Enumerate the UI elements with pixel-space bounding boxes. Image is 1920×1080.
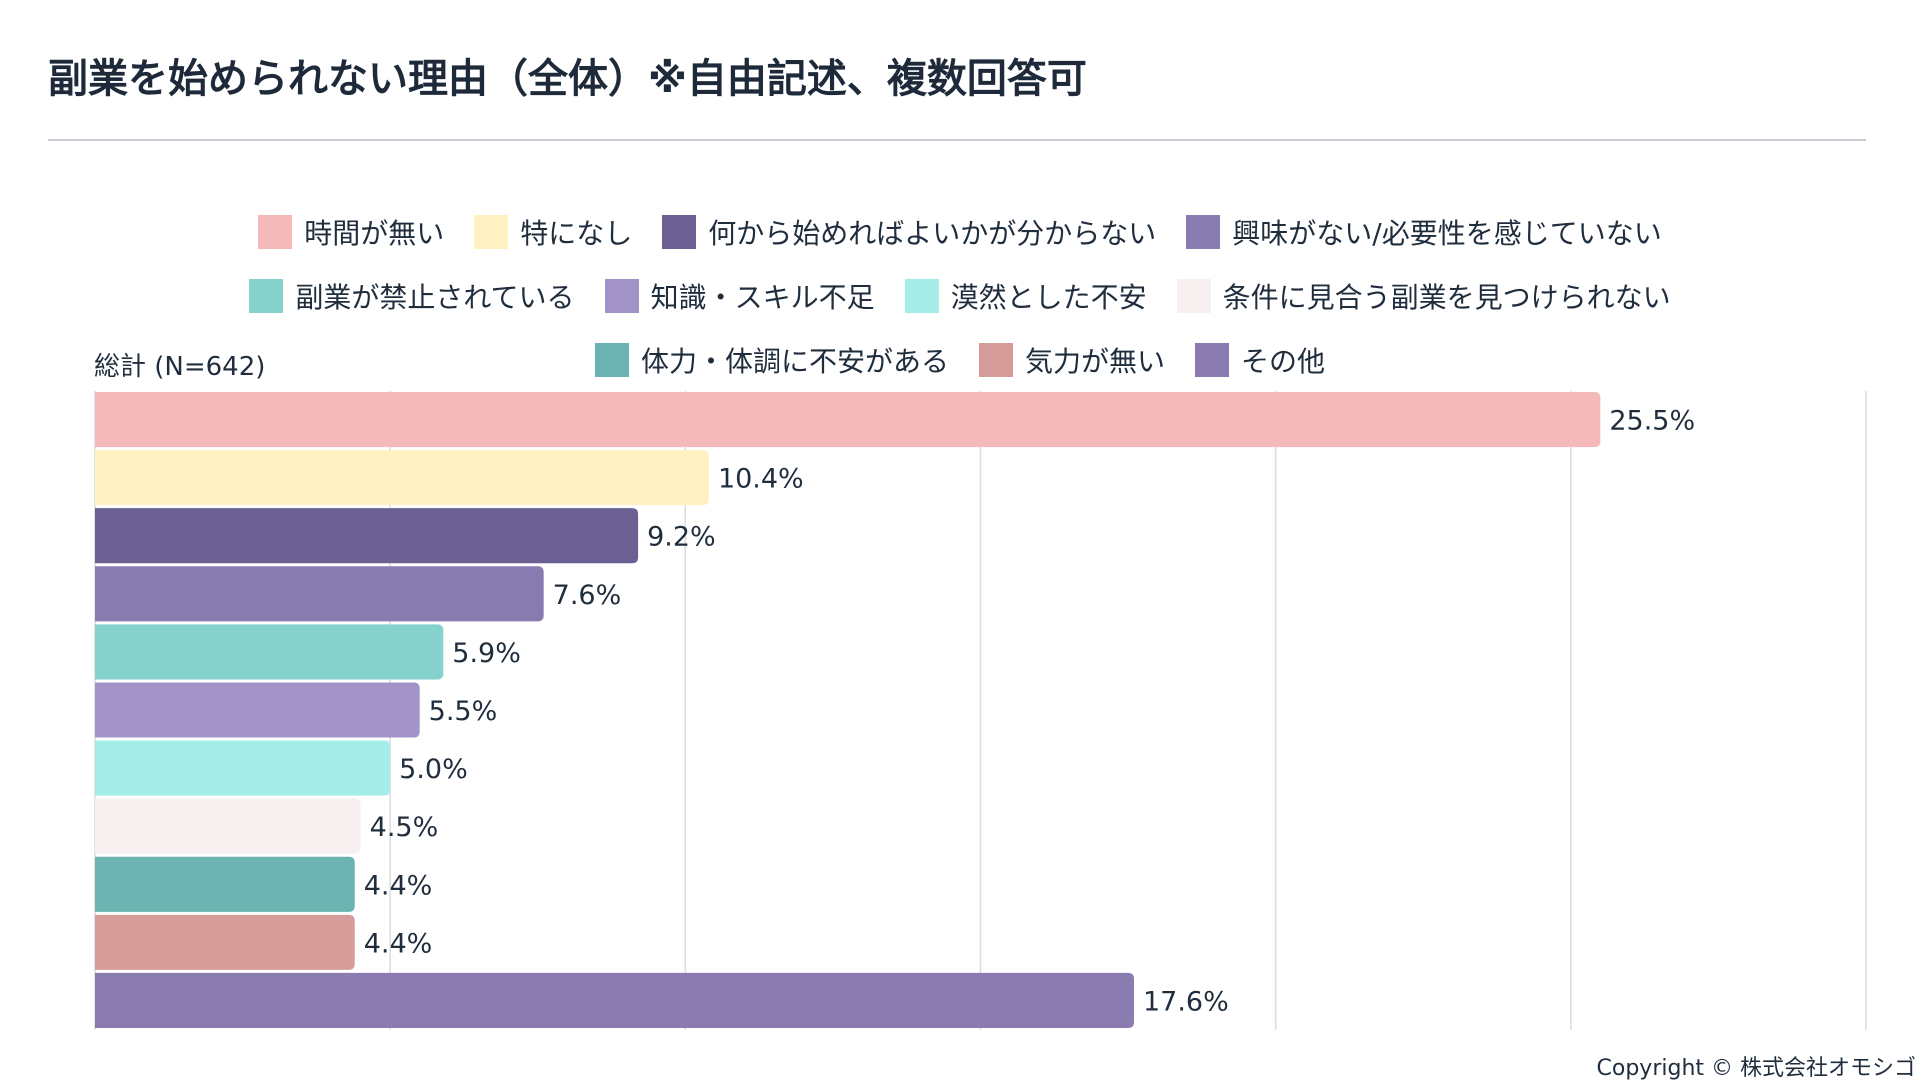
legend-label: 漠然とした不安 (950, 281, 1147, 314)
bar-value-label: 4.4% (364, 870, 433, 901)
bar-group: 17.6% (95, 972, 1229, 1028)
bar-value-label: 5.0% (399, 754, 468, 785)
bar-value-label: 17.6% (1143, 986, 1229, 1017)
bar-value-label: 25.5% (1609, 406, 1695, 437)
legend-row: 副業が禁止されている 知識・スキル不足 漠然とした不安 条件に見合う副業を見つけられな… (0, 264, 1920, 328)
legend-swatch (662, 215, 697, 249)
bar[interactable] (95, 798, 361, 854)
legend-swatch (604, 279, 639, 313)
legend-row: 時間が無い 特になし 何から始めればよいかが分からない 興味がない/必要性を感じていな… (0, 200, 1920, 264)
bar-group: 9.2% (95, 508, 716, 564)
legend-label: 特になし (520, 217, 633, 250)
bar[interactable] (95, 682, 420, 738)
bar-group: 7.6% (95, 566, 622, 622)
legend-label: 条件に見合う副業を見つけられない (1222, 281, 1671, 314)
legend-item[interactable]: 漠然とした不安 (904, 276, 1147, 316)
bar[interactable] (95, 740, 391, 796)
bar-group: 5.9% (95, 624, 521, 680)
bar[interactable] (95, 914, 355, 970)
legend-swatch (1186, 215, 1221, 249)
title-divider (48, 139, 1866, 141)
category-label: 総計 (N=642) (94, 352, 266, 382)
legend-swatch (904, 279, 939, 313)
legend-item[interactable]: 体力・体調に不安がある (594, 340, 949, 380)
bar-group: 10.4% (95, 450, 804, 506)
bar-value-label: 10.4% (718, 464, 804, 495)
bar-group: 5.5% (95, 682, 498, 738)
legend-label: 気力が無い (1024, 345, 1165, 378)
chart-legend: 時間が無い 特になし 何から始めればよいかが分からない 興味がない/必要性を感じていな… (0, 200, 1920, 392)
bar[interactable] (95, 450, 709, 506)
legend-swatch (978, 343, 1013, 377)
legend-row: 体力・体調に不安がある 気力が無い その他 (0, 328, 1920, 392)
legend-item[interactable]: 副業が禁止されている (249, 276, 575, 316)
legend-label: 知識・スキル不足 (650, 281, 875, 314)
bar-group: 4.5% (95, 798, 439, 854)
legend-label: 興味がない/必要性を感じていない (1232, 217, 1662, 250)
bar-value-label: 4.4% (364, 928, 433, 959)
legend-swatch (474, 215, 509, 249)
bar[interactable] (95, 392, 1601, 448)
legend-item[interactable]: 興味がない/必要性を感じていない (1186, 212, 1662, 252)
bar[interactable] (95, 972, 1134, 1028)
legend-label: 副業が禁止されている (295, 281, 575, 314)
bar-value-label: 5.9% (452, 638, 521, 669)
bar-value-label: 5.5% (429, 696, 498, 727)
copyright-text: Copyright © 株式会社オモシゴ (1596, 1056, 1916, 1080)
bar-value-label: 7.6% (553, 580, 622, 611)
legend-label: 何から始めればよいかが分からない (708, 217, 1157, 250)
legend-item[interactable]: 気力が無い (978, 340, 1165, 380)
legend-swatch (1176, 279, 1211, 313)
bar-group: 4.4% (95, 856, 433, 912)
legend-label: 時間が無い (304, 217, 445, 250)
bar-group: 4.4% (95, 914, 433, 970)
bar-value-label: 9.2% (647, 522, 716, 553)
legend-item[interactable]: 時間が無い (258, 212, 444, 252)
bar[interactable] (95, 508, 639, 564)
bar[interactable] (95, 856, 355, 912)
legend-item[interactable]: 条件に見合う副業を見つけられない (1176, 276, 1671, 316)
bar-group: 25.5% (95, 392, 1695, 448)
bar[interactable] (95, 624, 444, 680)
legend-item[interactable]: 何から始めればよいかが分からない (662, 212, 1156, 252)
legend-swatch (249, 279, 284, 313)
legend-item[interactable]: 特になし (474, 212, 632, 252)
chart-title: 副業を始められない理由（全体）※自由記述、複数回答可 (48, 56, 1087, 102)
legend-item[interactable]: その他 (1195, 340, 1325, 380)
legend-swatch (1195, 343, 1229, 377)
legend-swatch (258, 215, 293, 249)
legend-item[interactable]: 知識・スキル不足 (604, 276, 875, 316)
legend-label: 体力・体調に不安がある (640, 345, 949, 378)
bar-group: 5.0% (95, 740, 468, 796)
legend-label: その他 (1241, 345, 1326, 378)
bar[interactable] (95, 566, 544, 622)
bar-value-label: 4.5% (370, 812, 439, 843)
legend-swatch (594, 343, 629, 377)
